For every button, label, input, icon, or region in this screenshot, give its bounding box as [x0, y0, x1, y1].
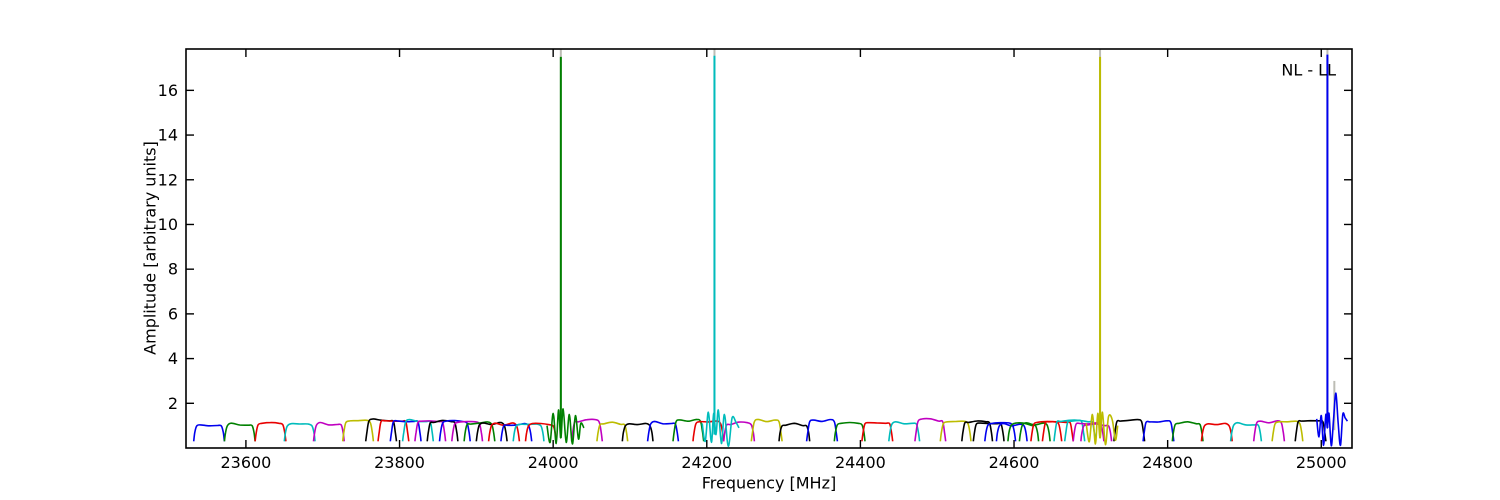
- subband-curve-k: [1113, 418, 1146, 442]
- subband-curve-b: [1142, 419, 1175, 442]
- x-tick-label: 24400: [835, 453, 886, 472]
- subband-curve-b: [984, 421, 1017, 442]
- subband-curve-y: [939, 420, 972, 442]
- subband-curve-r: [1200, 422, 1233, 442]
- subband-curve-y: [750, 418, 783, 442]
- subband-curve-b: [805, 418, 839, 442]
- y-tick-label: 10: [158, 215, 178, 234]
- x-axis-label: Frequency [MHz]: [701, 473, 837, 493]
- subband-curve-y: [341, 419, 375, 442]
- subband-curve-g: [463, 421, 496, 442]
- subband-curve-c: [283, 422, 316, 442]
- y-tick-label: 12: [158, 170, 178, 189]
- subband-curve-c: [888, 421, 921, 442]
- x-tick-label: 24800: [1142, 453, 1193, 472]
- subband-curve-y: [1271, 420, 1304, 442]
- subband-curve-m: [914, 417, 947, 442]
- y-tick-label: 16: [158, 81, 178, 100]
- subband-curve-k: [961, 420, 994, 442]
- subband-curve-r: [254, 421, 287, 442]
- subband-curve-m: [1072, 421, 1105, 442]
- y-tick-label: 14: [158, 126, 178, 145]
- tone-ripple-g: [546, 408, 585, 445]
- subband-curve-c: [1229, 421, 1263, 442]
- subband-curve-g: [223, 422, 256, 442]
- subband-curve-g: [1171, 420, 1204, 442]
- subband-curve-b: [646, 420, 680, 442]
- subband-curve-g: [1018, 422, 1051, 442]
- subband-curve-m: [414, 420, 447, 442]
- tone-ripple-y: [1085, 411, 1119, 446]
- subband-curve-c: [512, 423, 545, 442]
- tone-ripple-c: [701, 409, 740, 448]
- y-axis-label: Amplitude [arbitrary units]: [140, 141, 160, 355]
- subband-curve-b: [438, 419, 471, 442]
- subband-curve-m: [1252, 420, 1286, 442]
- subband-curve-m: [312, 421, 345, 442]
- x-tick-label: 24200: [681, 453, 732, 472]
- subband-curve-m: [451, 420, 484, 442]
- y-tick-label: 4: [168, 349, 178, 368]
- tone-ripple-b: [1315, 392, 1349, 447]
- baseline-label: NL - LL: [1281, 60, 1336, 80]
- subband-curve-y: [596, 421, 629, 442]
- subband-curve-g: [833, 421, 866, 442]
- subband-curve-m: [722, 421, 756, 442]
- x-tick-label: 24000: [528, 453, 579, 472]
- x-tick-label: 23800: [374, 453, 425, 472]
- x-tick-label: 23600: [220, 453, 271, 472]
- x-tick-label: 24600: [989, 453, 1040, 472]
- subband-curve-k: [426, 419, 459, 442]
- y-tick-label: 2: [168, 394, 178, 413]
- y-tick-label: 8: [168, 260, 178, 279]
- subband-curve-k: [778, 422, 811, 442]
- subband-curve-r: [861, 421, 894, 442]
- x-tick-label: 25000: [1296, 453, 1347, 472]
- subband-curve-b: [192, 424, 226, 442]
- y-tick-label: 6: [168, 304, 178, 323]
- subband-curve-k: [621, 422, 654, 442]
- plot-border: [185, 48, 1353, 449]
